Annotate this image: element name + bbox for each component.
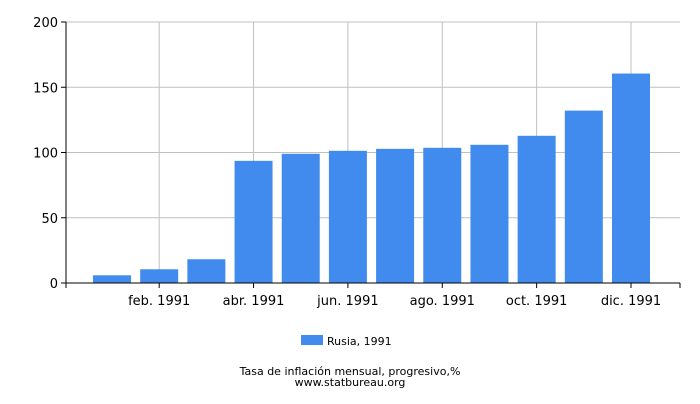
legend-swatch	[301, 335, 323, 345]
axes: 0 50 100 150 200 feb. 1991 abr. 1991 jun. 1991 a…	[33, 16, 681, 309]
bar-may	[281, 153, 320, 283]
bar-ene	[93, 275, 131, 283]
chart-subtitle: www.statbureau.org	[295, 376, 406, 389]
bar-oct	[517, 135, 556, 283]
legend-label: Rusia, 1991	[327, 335, 392, 348]
bar-ago	[423, 147, 462, 283]
x-tick-label: jun. 1991	[316, 294, 378, 309]
bar-jun	[328, 150, 367, 283]
bar-abr	[234, 160, 273, 283]
x-tick-label: feb. 1991	[128, 294, 190, 309]
x-tick-label: oct. 1991	[506, 294, 568, 309]
y-tick-label: 200	[33, 16, 58, 31]
y-tick-label: 0	[50, 277, 58, 292]
x-tick-label: ago. 1991	[410, 294, 475, 309]
bars	[93, 73, 650, 283]
x-tick-label: abr. 1991	[223, 294, 285, 309]
bar-jul	[376, 148, 415, 283]
bar-nov	[564, 110, 603, 283]
bar-feb	[140, 269, 179, 283]
grid	[66, 21, 680, 284]
y-tick-label: 50	[41, 212, 58, 227]
y-tick-label: 100	[33, 147, 58, 162]
bar-sep	[470, 144, 509, 283]
bar-dic	[612, 73, 650, 283]
x-tick-label: dic. 1991	[601, 294, 661, 309]
y-tick-label: 150	[33, 81, 58, 96]
bar-mar	[187, 259, 226, 283]
chart-title: Tasa de inflación mensual, progresivo,%	[239, 365, 461, 378]
